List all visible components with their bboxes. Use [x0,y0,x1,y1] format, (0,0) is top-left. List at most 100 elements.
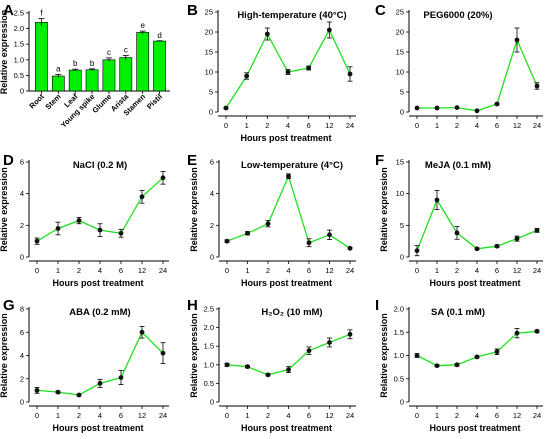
x-tick-label: 6 [495,266,499,275]
x-tick-label: 24 [346,266,354,275]
significance-label: a [56,64,61,73]
y-tick-label: 5 [400,221,404,230]
y-tick-label: 6 [20,158,24,167]
panel-h: H H₂O₂ (10 mM) 0 0.5 1.0 1.5 2.0 2.5 Relative ex… [187,297,356,433]
y-tick-label: 1.5 [14,40,24,49]
y-tick-label: 2 [20,374,24,383]
y-tick-label: 2.5 [14,9,24,18]
data-point [326,27,332,33]
significance-label: e [140,21,145,30]
data-point [327,232,332,238]
panel-f: F MeJA (0.1 mM) 0 5 10 15 Relative expression 0… [375,152,543,288]
panel-letter: E [187,152,197,169]
data-point [55,389,61,395]
y-tick-label: 8 [20,305,24,314]
x-tick-label: 2 [266,266,270,275]
data-point [474,354,480,360]
y-tick-label: 20 [205,28,213,37]
y-tick-label: 0 [400,253,404,262]
panel-letter: F [375,152,384,169]
x-tick-label: 6 [307,266,311,275]
data-point [285,69,291,75]
data-point [139,194,145,200]
x-tick-label: 2 [77,411,81,420]
data-point [534,228,540,233]
data-point [160,175,166,181]
y-tick-label: 10 [396,189,404,198]
data-point [245,230,250,236]
data-point [534,328,540,334]
data-point [286,367,291,373]
y-axis-title: Relative expression [0,10,9,95]
x-tick-label: 0 [224,121,228,130]
y-tick-label: 1.5 [394,328,404,337]
x-tick-label: 24 [346,411,354,420]
x-tick-label: Pistil [145,92,164,111]
y-axis-title: Relative expression [0,167,9,252]
data-point [224,238,230,244]
bar [51,75,65,92]
y-tick-label: 6 [210,158,214,167]
data-point [118,230,124,236]
y-tick-label: 15 [396,158,404,167]
x-tick-label: 24 [533,121,541,130]
x-tick-label: 12 [513,411,521,420]
y-tick-label: 0 [210,253,214,262]
x-tick-label: 1 [245,411,249,420]
significance-label: b [73,59,78,68]
data-point [286,173,291,179]
y-tick-label: 25 [205,8,213,17]
x-tick-label: 24 [533,411,541,420]
x-tick-label: Stem [43,92,63,112]
y-axis-title: Relative expression [379,167,389,252]
data-point [224,362,230,368]
y-tick-label: 0.5 [14,71,24,80]
y-tick-label: 4 [20,189,24,198]
x-tick-label: 1 [245,266,249,275]
x-tick-label: 6 [119,411,123,420]
x-axis-title: Hours post treatment [429,278,520,288]
data-point [97,381,103,386]
x-tick-label: 1 [56,411,60,420]
data-point [265,221,271,227]
x-tick-label: 4 [286,121,290,130]
y-tick-label: 15 [205,48,213,57]
y-tick-label: 0 [209,108,213,117]
x-tick-label: 2 [266,411,270,420]
data-point [306,348,312,354]
x-tick-label: 24 [533,266,541,275]
significance-label: c [124,45,128,54]
data-point [434,363,440,369]
significance-label: c [107,48,111,57]
x-tick-label: 1 [435,121,439,130]
data-point [347,71,353,77]
panel-letter: C [375,2,386,19]
data-point [514,236,520,242]
y-tick-label: 2 [210,221,214,230]
y-tick-label: 6 [20,328,24,337]
data-point [514,330,520,336]
x-tick-label: 24 [159,411,167,420]
y-tick-label: 1.5 [204,342,214,351]
x-tick-label: 2 [77,266,81,275]
x-tick-label: 4 [475,411,479,420]
data-point [76,218,82,223]
y-tick-label: 5 [400,88,404,97]
panel-title: SA (0.1 mM) [431,307,485,318]
series-line [416,330,538,367]
x-tick-label: 4 [475,121,479,130]
x-tick-label: Root [27,92,46,111]
data-point [264,31,270,37]
data-point [306,65,312,71]
x-axis-title: Hours post treatment [52,423,143,433]
panel-title: PEG6000 (20%) [423,10,492,21]
x-axis-title: Hours post treatment [240,133,331,143]
y-axis-title: Relative expression [189,167,199,252]
data-point [494,101,500,107]
x-tick-label: 6 [495,411,499,420]
x-tick-label: 12 [325,266,333,275]
x-axis-title: Hours post treatment [429,423,520,433]
data-point [514,37,520,43]
